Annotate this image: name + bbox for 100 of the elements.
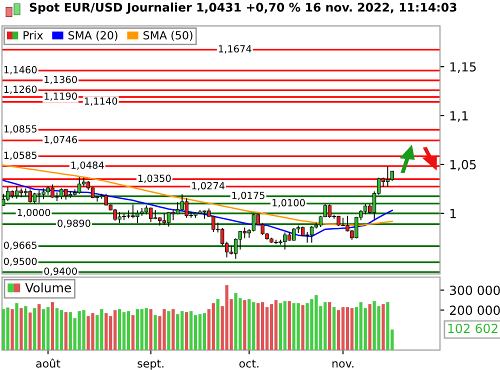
y-tick-label: 1 [450, 208, 456, 218]
bar [301, 305, 304, 350]
bar [328, 302, 332, 350]
bar [55, 308, 59, 350]
ref-line-label: 1,0746 [44, 136, 77, 144]
ref-line-label: 1,1460 [4, 66, 37, 74]
bar [198, 314, 202, 350]
candlestick [300, 226, 305, 237]
bar [256, 303, 260, 350]
x-tick-label: août [36, 358, 60, 368]
bar [212, 303, 215, 350]
bar [118, 309, 122, 350]
bar [185, 312, 188, 350]
ref-line-label: 1,0350 [138, 174, 171, 183]
ref-line-label: 1,0585 [4, 152, 37, 160]
bar [82, 310, 86, 350]
y-tick-label: 200 000 [450, 306, 500, 316]
ref-line-label: 1,1140 [84, 97, 118, 106]
bar [382, 304, 385, 350]
bar [274, 300, 278, 350]
legend-label: SMA (50) [143, 30, 192, 41]
bar [28, 312, 32, 350]
bar [248, 299, 251, 350]
bar [46, 307, 50, 350]
candlestick [14, 185, 19, 200]
ref-line-label: 1,0100 [272, 199, 305, 208]
bar [386, 302, 390, 350]
bar [278, 303, 282, 350]
bar [176, 314, 180, 350]
bar [167, 311, 170, 350]
bar [346, 307, 350, 350]
bar [216, 299, 220, 350]
bar [50, 302, 54, 350]
bar [6, 307, 10, 350]
legend-label: Prix [24, 30, 43, 40]
candlestick [386, 166, 390, 187]
ref-line-label: 0,9890 [58, 220, 90, 228]
bar [104, 313, 108, 350]
bar [332, 307, 336, 350]
bar [243, 300, 246, 350]
ref-line-label: 1,0175 [232, 192, 264, 200]
bar [144, 308, 148, 350]
y-tick-label: 1,05 [450, 160, 476, 171]
x-tick-label: sept. [138, 360, 164, 370]
bar [283, 301, 286, 350]
x-tick-label: oct. [239, 360, 258, 368]
ref-line-label: 0,9400 [44, 267, 77, 276]
bar [154, 315, 157, 350]
bar [15, 303, 18, 350]
bar [60, 310, 64, 350]
candlestick [171, 210, 176, 221]
bar [149, 309, 152, 350]
legend-label: SMA (20) [68, 30, 118, 41]
ref-line-label: 1,0274 [192, 182, 225, 190]
bar [38, 304, 41, 350]
bar [341, 307, 345, 350]
bar [24, 306, 28, 350]
bar [288, 301, 291, 350]
bar [296, 303, 300, 350]
candlestick [166, 211, 171, 228]
candlestick [6, 186, 10, 202]
candlestick [162, 212, 166, 226]
bar [64, 312, 68, 350]
bar [131, 315, 135, 350]
ref-line-label: 0,9500 [4, 258, 37, 266]
bar [350, 308, 354, 350]
y-tick-label: 1,1 [450, 111, 468, 122]
candlestick [2, 193, 6, 207]
y-tick-label: 1,15 [450, 62, 476, 73]
ref-line-label: 1,1260 [4, 86, 37, 94]
bar [33, 308, 36, 350]
bar [20, 308, 23, 350]
bar [189, 311, 193, 350]
bar [10, 309, 14, 350]
y-tick-label: 300 000 [450, 286, 500, 296]
ref-line-label: 0,9665 [4, 242, 37, 250]
candlestick [148, 207, 153, 223]
ref-line-label: 1,0000 [18, 208, 50, 218]
bar [270, 304, 274, 350]
bar [42, 309, 46, 350]
text: 102 602 [448, 324, 498, 334]
ref-line-label: 1,0484 [71, 161, 104, 170]
candlestick [238, 230, 242, 250]
legend-label: Volume [25, 282, 71, 292]
bar [202, 313, 206, 350]
bar [122, 312, 126, 350]
bar [126, 311, 130, 350]
bar [336, 310, 340, 350]
candlestick [77, 176, 82, 194]
ref-line-label: 1,1674 [218, 45, 252, 54]
ref-line-label: 1,1190 [44, 92, 77, 101]
candlestick [310, 226, 314, 244]
chart-title: Spot EUR/USD Journalier 1,0431 +0,70 % 16 nov. 2022, 11:14:03 [30, 2, 456, 14]
bar [368, 304, 372, 350]
ref-line-label: 1,0855 [4, 125, 37, 134]
x-tick-label: nov. [332, 361, 354, 368]
ref-line-label: 1,1360 [44, 76, 77, 84]
bar [172, 309, 175, 350]
candlestick [242, 227, 247, 239]
bar [194, 315, 198, 350]
